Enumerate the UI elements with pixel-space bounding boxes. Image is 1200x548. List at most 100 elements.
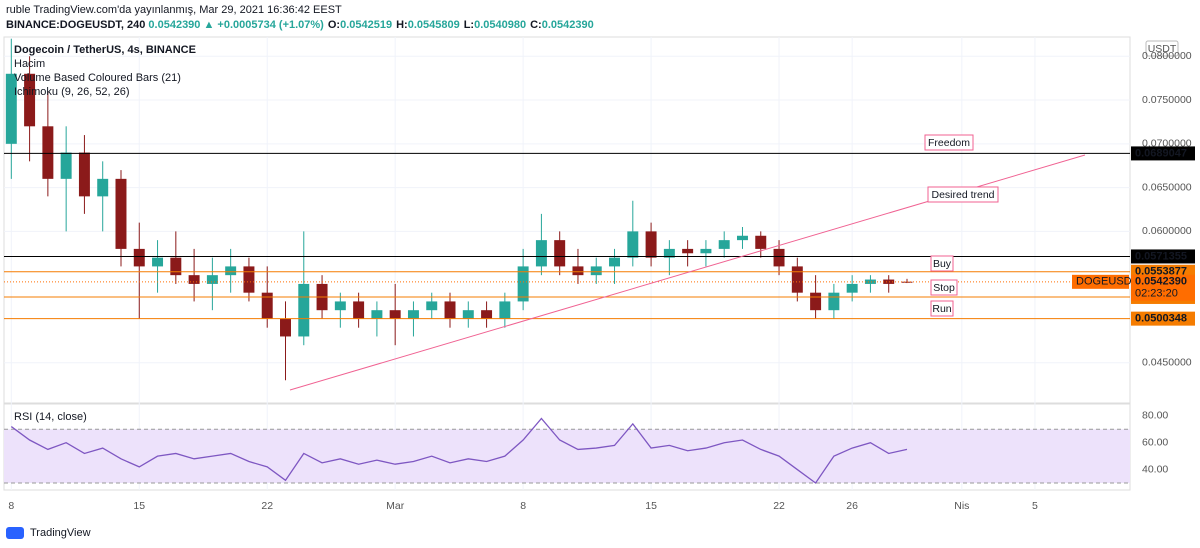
candle-body	[572, 266, 584, 276]
candle-body	[828, 292, 840, 311]
legend: Volume Based Coloured Bars (21)	[14, 72, 181, 84]
x-tick-label: 5	[1032, 500, 1038, 512]
ohlc-label: C:	[530, 19, 542, 31]
symbol-tag-label: DOGEUSDT	[1076, 276, 1139, 288]
ohlc-label: O:	[328, 19, 340, 31]
main-pane	[3, 36, 1131, 404]
candle-body	[42, 126, 54, 179]
candle-body	[645, 231, 657, 258]
annotation: Desired trend	[931, 189, 994, 201]
candle-body	[152, 257, 164, 267]
y-tick-label: 40.00	[1142, 463, 1168, 475]
level-tag	[1131, 311, 1195, 326]
x-tick-label: 8	[8, 500, 14, 512]
candle-body	[883, 279, 895, 284]
currency: USDT	[1148, 43, 1177, 55]
last-price-tag	[1131, 274, 1195, 301]
candle-body	[663, 248, 675, 258]
legend: Hacim	[14, 58, 45, 70]
y-tick-label: 80.00	[1142, 410, 1168, 422]
annotation: Freedom	[928, 137, 970, 149]
candle-body	[206, 275, 218, 284]
ohlc-label: L:	[464, 19, 474, 31]
candle-body	[60, 152, 72, 179]
footer: TradingView	[30, 527, 91, 539]
y-tick-label: 0.0650000	[1142, 181, 1192, 193]
candle-body	[609, 257, 621, 267]
symbol: BINANCE:DOGEUSDT, 240	[6, 19, 145, 31]
candle-body	[517, 266, 529, 302]
countdown: 02:23:20	[1135, 288, 1178, 300]
candle-body	[773, 248, 785, 267]
change: ▲ +0.0005734 (+1.07%)	[203, 19, 324, 31]
candle-body	[535, 240, 547, 267]
candle-body	[736, 235, 748, 241]
candle-body	[389, 310, 401, 319]
logo	[6, 527, 24, 539]
candle-body	[280, 318, 291, 337]
level-tag	[1131, 146, 1195, 161]
x-tick-label: 22	[261, 500, 273, 512]
candle-body	[700, 248, 712, 254]
candle-body	[810, 292, 822, 311]
x-tick-label: 15	[645, 500, 657, 512]
legend: Dogecoin / TetherUS, 4s, BINANCE	[14, 44, 196, 56]
annotation-box	[930, 279, 958, 296]
candle-body	[864, 279, 876, 284]
candle-body	[846, 283, 858, 293]
candle-body	[682, 248, 694, 254]
candle-body	[24, 73, 36, 127]
x-tick-label: Mar	[386, 500, 405, 512]
candle-body	[407, 310, 419, 319]
level-label: 0.0553877	[1135, 266, 1187, 278]
annotation-box	[930, 300, 954, 317]
symbol-tag	[1072, 274, 1129, 289]
ohlc-value: 0.0540980	[474, 19, 526, 31]
candle-body	[97, 178, 109, 197]
candle-body	[426, 301, 438, 311]
x-tick-label: Nis	[954, 500, 969, 512]
ohlc: O:0.0542519 H:0.0545809 L:0.0540980 C:0.054…	[328, 19, 594, 31]
candle-body	[755, 235, 767, 249]
candle-body	[298, 283, 310, 337]
candle-body	[5, 73, 17, 144]
candle-body	[225, 266, 237, 276]
y-tick-label: 0.0800000	[1142, 50, 1192, 62]
candle-body	[188, 275, 200, 284]
main-plot	[4, 37, 1130, 490]
candle-body	[444, 301, 456, 319]
x-tick-label: 22	[773, 500, 785, 512]
candle-body	[499, 301, 511, 319]
candle-body	[261, 292, 273, 319]
y-tick-label: 0.0600000	[1142, 225, 1192, 237]
y-tick-label: 60.00	[1142, 436, 1168, 448]
rsi-title: RSI (14, close)	[14, 411, 87, 423]
annotation: Run	[932, 303, 951, 315]
level-label: 0.0500348	[1135, 313, 1187, 325]
legend: Ichimoku (9, 26, 52, 26)	[14, 86, 130, 98]
last: 0.0542390	[148, 19, 200, 31]
ohlc-label: H:	[396, 19, 408, 31]
x-tick-label: 15	[133, 500, 145, 512]
candle-body	[590, 266, 602, 276]
candle-body	[353, 301, 365, 319]
candle-body	[371, 310, 383, 319]
candle-body	[627, 231, 639, 258]
candle-body	[78, 152, 90, 197]
candle-body	[243, 266, 255, 293]
publish-line: ruble TradingView.com'da yayınlanmış, Ma…	[6, 4, 342, 16]
level-label: 0.0571355	[1135, 250, 1187, 262]
annotation-box	[924, 134, 974, 151]
candle-body	[791, 266, 803, 293]
symbol-line: BINANCE:DOGEUSDT, 240 0.0542390 ▲ +0.000…	[6, 19, 594, 31]
ohlc-value: 0.0542519	[340, 19, 392, 31]
annotation-box	[930, 255, 954, 272]
annotation: Stop	[933, 282, 955, 294]
currency-box[interactable]	[1145, 40, 1179, 57]
y-tick-label: 0.0750000	[1142, 94, 1192, 106]
x-tick-label: 26	[846, 500, 858, 512]
level-tag	[1131, 249, 1195, 264]
rsi-band	[4, 429, 1130, 484]
candle-body	[481, 310, 493, 319]
annotation: Buy	[933, 258, 952, 270]
